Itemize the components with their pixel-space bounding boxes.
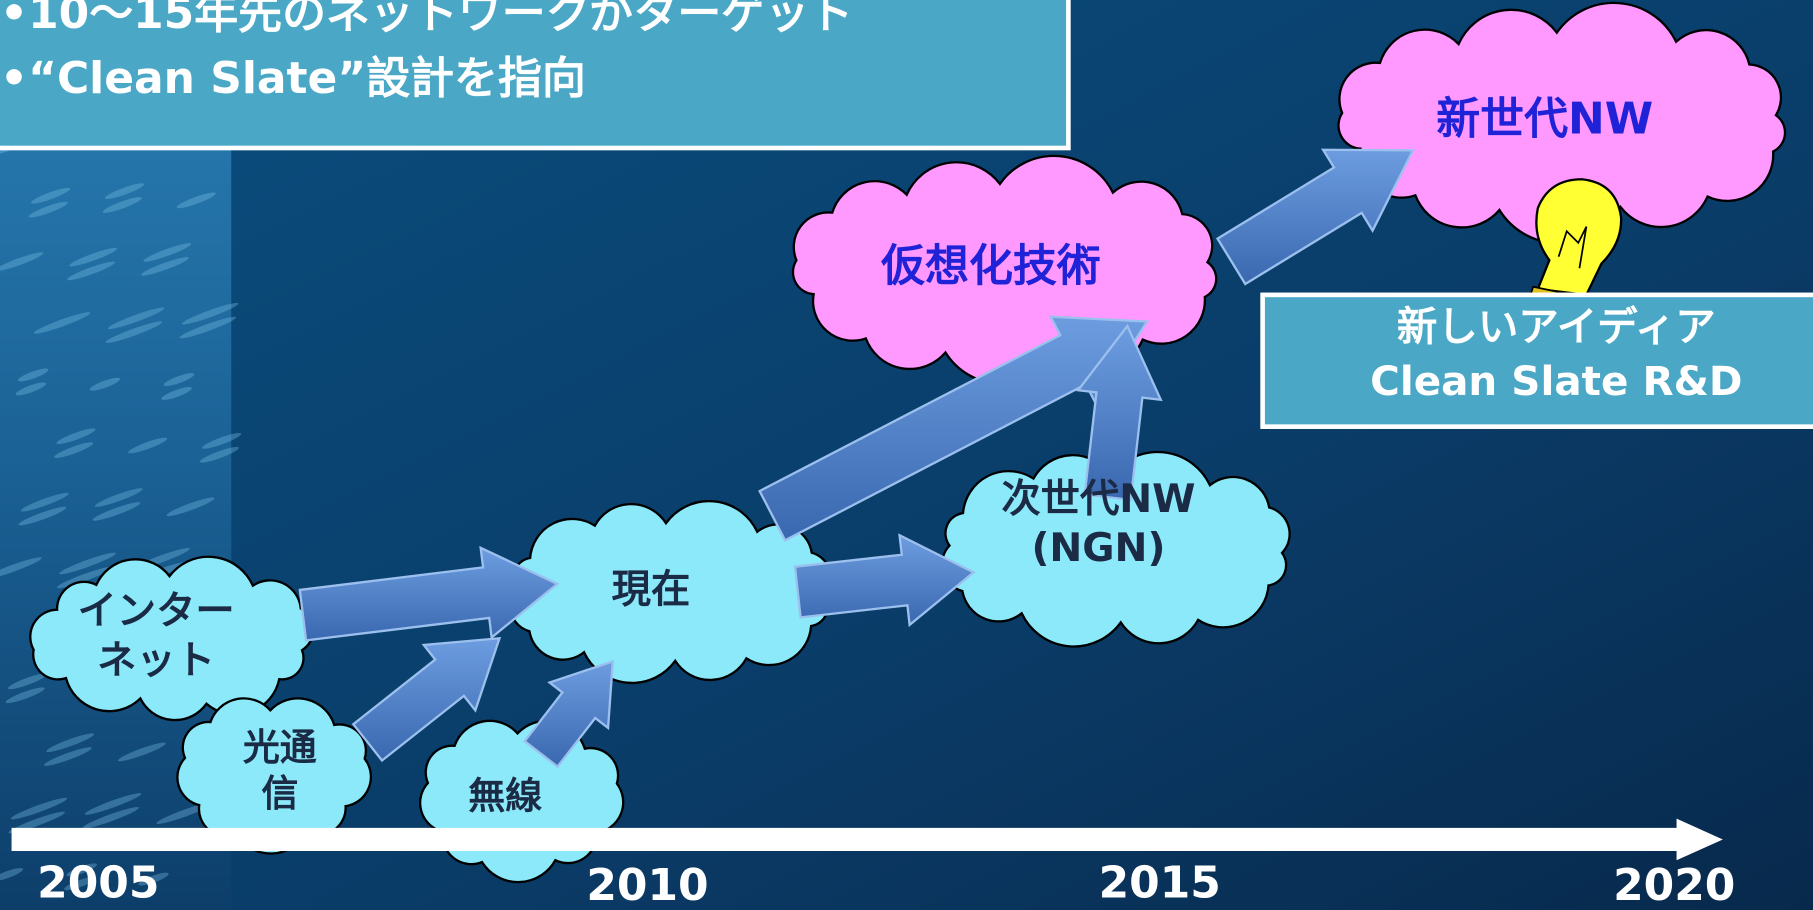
idea-line: 新しいアイディア	[1397, 303, 1716, 351]
year-label: 2015	[1099, 858, 1221, 909]
idea-line: Clean Slate R&D	[1370, 357, 1742, 405]
year-label: 2020	[1613, 860, 1735, 910]
node-label: 現在	[612, 568, 691, 613]
page: {"header": {"lines": ["•10〜15年先のネットワークがタ…	[0, 0, 1813, 910]
year-label: 2010	[586, 860, 708, 910]
node-label: (NGN)	[1031, 526, 1165, 571]
year-label: 2005	[37, 858, 159, 909]
node-label: 信	[261, 772, 298, 815]
node-label: 光通	[243, 726, 317, 769]
node-label: 次世代NW	[1001, 477, 1195, 522]
header-line: •10〜15年先のネットワークがターゲット	[0, 0, 853, 39]
node-label: ネット	[97, 638, 215, 683]
node-label: 新世代NW	[1436, 93, 1653, 144]
header-line: •“Clean Slate”設計を指向	[0, 53, 586, 104]
node-label: 仮想化技術	[880, 240, 1101, 291]
slide: 2005 2010 2015 2020 •10〜15年先のネットワークがターゲッ…	[0, 0, 1813, 910]
node-label: インター	[78, 589, 235, 634]
node-label: 無線	[468, 774, 542, 817]
